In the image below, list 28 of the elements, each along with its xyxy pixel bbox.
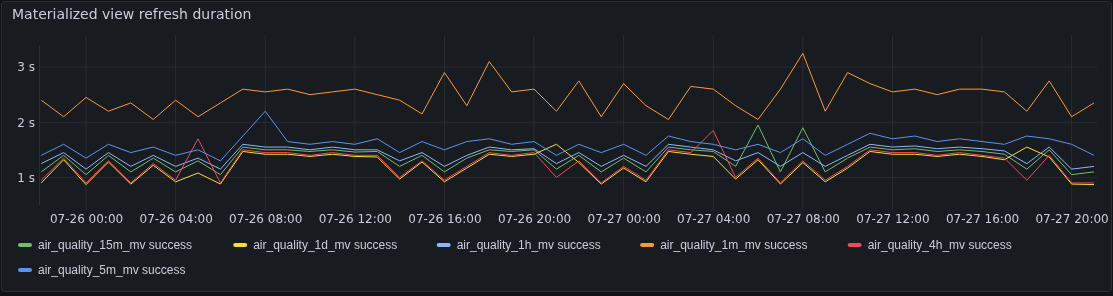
x-tick-label: 07-27 20:00 bbox=[1035, 211, 1109, 226]
x-tick-label: 07-27 04:00 bbox=[677, 211, 751, 226]
x-tick-label: 07-26 00:00 bbox=[49, 211, 124, 226]
legend-label: air_quality_15m_mv success bbox=[38, 238, 193, 252]
x-tick-label: 07-26 12:00 bbox=[318, 211, 392, 226]
x-tick-label: 07-27 16:00 bbox=[945, 211, 1020, 226]
y-tick-label: 1 s bbox=[17, 170, 35, 185]
x-tick-label: 07-26 08:00 bbox=[229, 211, 303, 226]
line-series bbox=[40, 110, 1095, 162]
legend-label: air_quality_4h_mv success bbox=[867, 238, 1012, 252]
x-tick-label: 07-27 00:00 bbox=[587, 211, 661, 226]
legend-label: air_quality_1m_mv success bbox=[660, 238, 808, 252]
line-series bbox=[40, 143, 1095, 186]
x-tick-label: 07-26 16:00 bbox=[408, 211, 482, 226]
legend-label: air_quality_1d_mv success bbox=[253, 238, 398, 252]
line-series bbox=[40, 124, 1095, 176]
y-tick-label: 3 s bbox=[17, 60, 35, 75]
line-series bbox=[40, 143, 1095, 170]
x-tick-label: 07-26 20:00 bbox=[497, 211, 572, 226]
line-series bbox=[40, 130, 1095, 184]
legend-label: air_quality_5m_mv success bbox=[38, 263, 186, 277]
line-series bbox=[40, 52, 1095, 120]
chart-title: Materialized view refresh duration bbox=[12, 6, 252, 22]
legend-label: air_quality_1h_mv success bbox=[456, 238, 601, 252]
x-tick-label: 07-27 12:00 bbox=[856, 211, 930, 226]
x-tick-label: 07-26 04:00 bbox=[139, 211, 213, 226]
x-tick-label: 07-27 08:00 bbox=[766, 211, 840, 226]
y-tick-label: 2 s bbox=[17, 115, 35, 130]
